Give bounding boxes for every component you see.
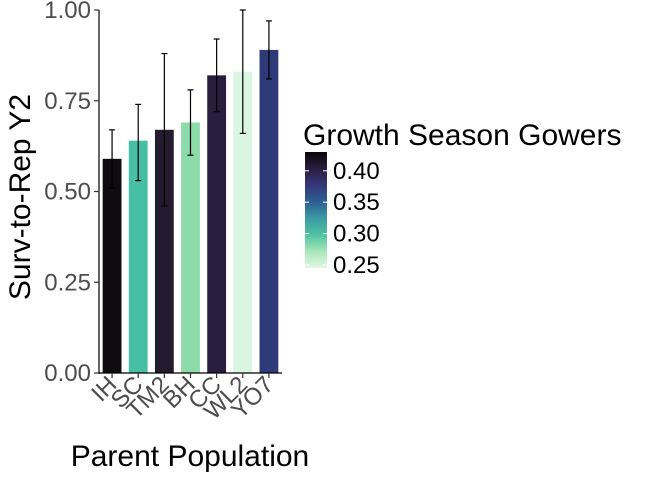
colorbar-tick-label: 0.35 bbox=[333, 189, 380, 216]
error-bar-YO7 bbox=[265, 20, 272, 80]
colorbar-tick-label: 0.25 bbox=[333, 252, 380, 279]
y-tick-label: 1.00 bbox=[44, 0, 91, 24]
error-bar-SC bbox=[135, 103, 142, 182]
error-bars bbox=[109, 9, 272, 207]
y-tick-label: 0.00 bbox=[44, 360, 91, 387]
y-tick-label: 0.25 bbox=[44, 269, 91, 296]
y-tick-label: 0.50 bbox=[44, 179, 91, 206]
legend-title: Growth Season Gowers bbox=[303, 119, 621, 152]
colorbar-ticks: 0.40 0.35 0.30 0.25 bbox=[305, 158, 380, 279]
bar-WL2 bbox=[233, 71, 253, 374]
bar-BH bbox=[181, 122, 200, 373]
y-tick-label: 0.75 bbox=[44, 88, 91, 115]
legend: Growth Season Gowers 0.40 0.35 0.30 0.25 bbox=[303, 119, 621, 279]
bars bbox=[102, 49, 279, 374]
y-axis: 0.00 0.25 0.50 0.75 1.00 bbox=[44, 0, 100, 387]
error-bar-TM2 bbox=[161, 52, 168, 207]
y-axis-label: Surv-to-Rep Y2 bbox=[4, 94, 37, 300]
bar-CC bbox=[207, 75, 227, 373]
colorbar bbox=[305, 152, 327, 268]
x-axis-label: Parent Population bbox=[71, 440, 310, 473]
colorbar-tick-label: 0.40 bbox=[333, 158, 380, 185]
error-bar-BH bbox=[187, 89, 194, 156]
bar-YO7 bbox=[259, 49, 279, 374]
bar-SC bbox=[128, 140, 148, 373]
bar-TM2 bbox=[154, 129, 174, 373]
error-bar-CC bbox=[213, 38, 220, 113]
bar-IH bbox=[102, 158, 122, 373]
error-bar-IH bbox=[109, 129, 116, 189]
colorbar-tick-label: 0.30 bbox=[333, 221, 380, 248]
error-bar-WL2 bbox=[239, 9, 246, 135]
